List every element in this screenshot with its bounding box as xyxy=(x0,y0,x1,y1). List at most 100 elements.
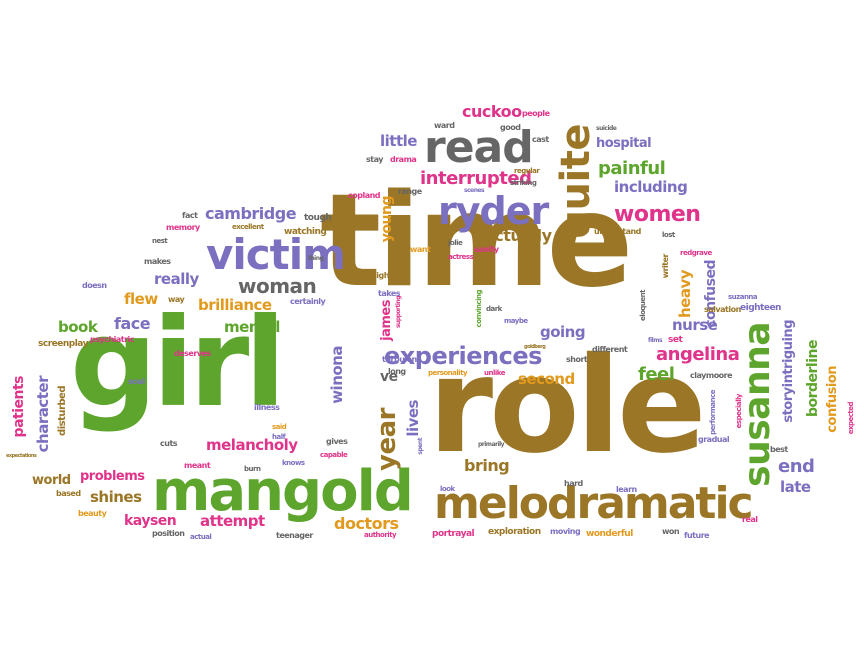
cloud-word: face xyxy=(114,314,151,333)
cloud-word: nurse xyxy=(672,316,718,334)
cloud-word: confusion xyxy=(825,366,840,433)
cloud-word: psychiatric xyxy=(90,335,135,344)
cloud-word: women xyxy=(614,202,701,227)
cloud-word: spent xyxy=(417,438,424,455)
cloud-word: storyintriguing xyxy=(781,320,796,423)
cloud-word: cambridge xyxy=(205,204,297,223)
cloud-word: won xyxy=(662,527,680,536)
cloud-word: end xyxy=(778,456,815,477)
cloud-word: striking xyxy=(510,179,537,187)
cloud-word: hard xyxy=(564,479,583,488)
cloud-word: wonderful xyxy=(586,529,633,539)
cloud-word: tough xyxy=(304,213,332,223)
cloud-word: disturbed xyxy=(57,386,68,436)
cloud-word: screenplay xyxy=(38,339,88,349)
cloud-word: burn xyxy=(244,465,261,473)
cloud-word: second xyxy=(518,370,575,388)
cloud-word: writer xyxy=(661,254,670,279)
cloud-word: exploration xyxy=(488,527,541,537)
cloud-word: especially xyxy=(735,394,743,429)
cloud-word: feel xyxy=(638,364,675,385)
cloud-word: flew xyxy=(124,290,158,308)
cloud-word: attempt xyxy=(200,512,265,530)
cloud-word: meant xyxy=(184,461,211,470)
cloud-word: said xyxy=(272,423,287,431)
cloud-word: capable xyxy=(320,451,348,459)
cloud-word: bring xyxy=(464,456,510,475)
cloud-word: role xyxy=(428,329,707,483)
cloud-word: knows xyxy=(282,459,305,467)
cloud-word: certainly xyxy=(290,297,326,306)
cloud-word: fact xyxy=(182,211,198,220)
cloud-word: real xyxy=(742,515,758,524)
cloud-word: want xyxy=(410,245,431,254)
cloud-word: shines xyxy=(90,488,142,506)
cloud-word: woman xyxy=(238,274,317,298)
cloud-word: turbulent xyxy=(382,355,421,364)
cloud-word: brilliance xyxy=(198,296,272,314)
cloud-word: learn xyxy=(616,485,637,494)
cloud-word: stay xyxy=(366,155,383,164)
cloud-word: takes xyxy=(378,289,401,298)
cloud-word: best xyxy=(770,445,788,454)
cloud-word: going xyxy=(540,323,586,341)
cloud-word: hospital xyxy=(596,136,652,151)
cloud-word: soul xyxy=(128,377,145,386)
cloud-word: problems xyxy=(80,469,145,484)
cloud-word: memory xyxy=(166,223,200,232)
cloud-word: sanity xyxy=(474,245,499,254)
cloud-word: cast xyxy=(532,135,549,144)
cloud-word: cuckoo xyxy=(462,102,522,121)
cloud-word: book xyxy=(58,318,98,336)
cloud-word: salvation xyxy=(704,305,741,314)
cloud-word: mental xyxy=(224,318,280,336)
cloud-word: mangold xyxy=(152,459,414,524)
cloud-word: copland xyxy=(348,191,381,200)
cloud-word: lives xyxy=(404,400,422,437)
cloud-word: character xyxy=(34,376,52,453)
cloud-word: jolie xyxy=(448,239,463,247)
cloud-word: light xyxy=(374,271,393,280)
cloud-word: convincing xyxy=(475,290,483,328)
cloud-word: future xyxy=(684,531,710,540)
cloud-word: heavy xyxy=(676,270,694,319)
cloud-word: watching xyxy=(284,227,327,237)
cloud-word: set xyxy=(668,335,683,345)
cloud-word: based xyxy=(56,489,81,498)
cloud-word: personality xyxy=(428,369,468,377)
cloud-word: ryder xyxy=(438,189,549,233)
cloud-word: maybe xyxy=(504,317,528,325)
cloud-word: actual xyxy=(190,533,212,541)
cloud-word: half xyxy=(272,433,286,441)
cloud-word: makes xyxy=(144,257,171,266)
cloud-word: girl xyxy=(70,292,286,434)
cloud-word: short xyxy=(566,355,588,364)
cloud-word: different xyxy=(592,345,628,354)
cloud-word: supporting xyxy=(395,296,402,329)
cloud-word: look xyxy=(440,485,455,493)
cloud-word: actually xyxy=(484,226,552,245)
cloud-word: little xyxy=(380,132,417,150)
cloud-word: doctors xyxy=(334,514,399,533)
cloud-word: scenes xyxy=(464,187,485,194)
cloud-word: drama xyxy=(390,155,417,164)
cloud-word: cuts xyxy=(160,439,178,448)
cloud-word: performance xyxy=(709,390,717,435)
cloud-word: really xyxy=(154,270,199,288)
cloud-word: beauty xyxy=(78,509,107,518)
cloud-word: understand xyxy=(594,227,641,236)
cloud-word: including xyxy=(614,178,688,196)
cloud-word: authority xyxy=(364,531,397,539)
cloud-word: interrupted xyxy=(420,168,532,189)
cloud-word: films xyxy=(648,337,663,344)
cloud-word: way xyxy=(168,295,185,304)
cloud-word: expectations xyxy=(6,453,37,459)
cloud-word: ve xyxy=(380,369,398,385)
cloud-word: quite xyxy=(553,124,599,239)
cloud-word: dark xyxy=(486,305,502,313)
cloud-word: victim xyxy=(206,230,346,279)
cloud-word: unlike xyxy=(484,369,505,377)
cloud-word: gradual xyxy=(698,435,730,444)
cloud-word: thing xyxy=(308,255,324,262)
